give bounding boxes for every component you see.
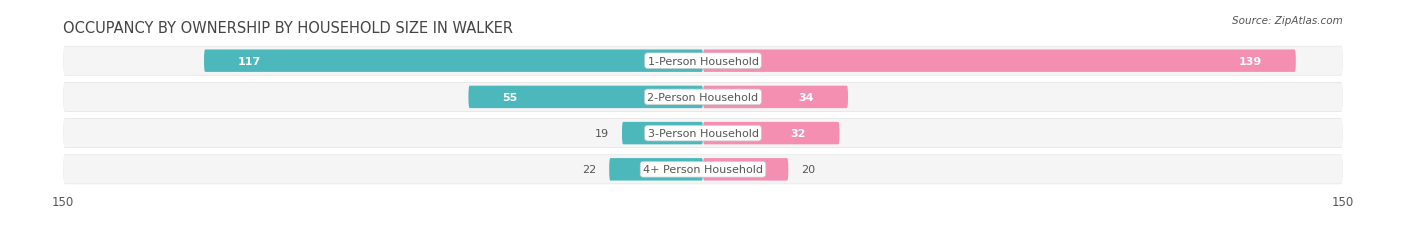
Text: 32: 32 xyxy=(790,128,806,139)
FancyBboxPatch shape xyxy=(621,122,703,145)
FancyBboxPatch shape xyxy=(468,86,703,109)
Text: 117: 117 xyxy=(238,56,262,66)
Text: 3-Person Household: 3-Person Household xyxy=(648,128,758,139)
FancyBboxPatch shape xyxy=(609,158,703,181)
Text: 2-Person Household: 2-Person Household xyxy=(647,92,759,103)
FancyBboxPatch shape xyxy=(703,86,848,109)
FancyBboxPatch shape xyxy=(63,155,1343,184)
Text: 19: 19 xyxy=(595,128,609,139)
Text: 1-Person Household: 1-Person Household xyxy=(648,56,758,66)
Text: 55: 55 xyxy=(502,92,517,103)
FancyBboxPatch shape xyxy=(63,47,1343,76)
Text: 20: 20 xyxy=(801,165,815,175)
Text: 34: 34 xyxy=(799,92,814,103)
FancyBboxPatch shape xyxy=(703,158,789,181)
Text: 139: 139 xyxy=(1239,56,1261,66)
Text: 4+ Person Household: 4+ Person Household xyxy=(643,165,763,175)
FancyBboxPatch shape xyxy=(63,47,1343,76)
Text: Source: ZipAtlas.com: Source: ZipAtlas.com xyxy=(1232,16,1343,26)
FancyBboxPatch shape xyxy=(63,83,1343,112)
FancyBboxPatch shape xyxy=(63,119,1343,148)
FancyBboxPatch shape xyxy=(204,50,703,73)
Text: OCCUPANCY BY OWNERSHIP BY HOUSEHOLD SIZE IN WALKER: OCCUPANCY BY OWNERSHIP BY HOUSEHOLD SIZE… xyxy=(63,21,513,36)
FancyBboxPatch shape xyxy=(63,119,1343,148)
Text: 22: 22 xyxy=(582,165,596,175)
FancyBboxPatch shape xyxy=(63,83,1343,112)
FancyBboxPatch shape xyxy=(703,122,839,145)
FancyBboxPatch shape xyxy=(703,50,1296,73)
FancyBboxPatch shape xyxy=(63,155,1343,184)
